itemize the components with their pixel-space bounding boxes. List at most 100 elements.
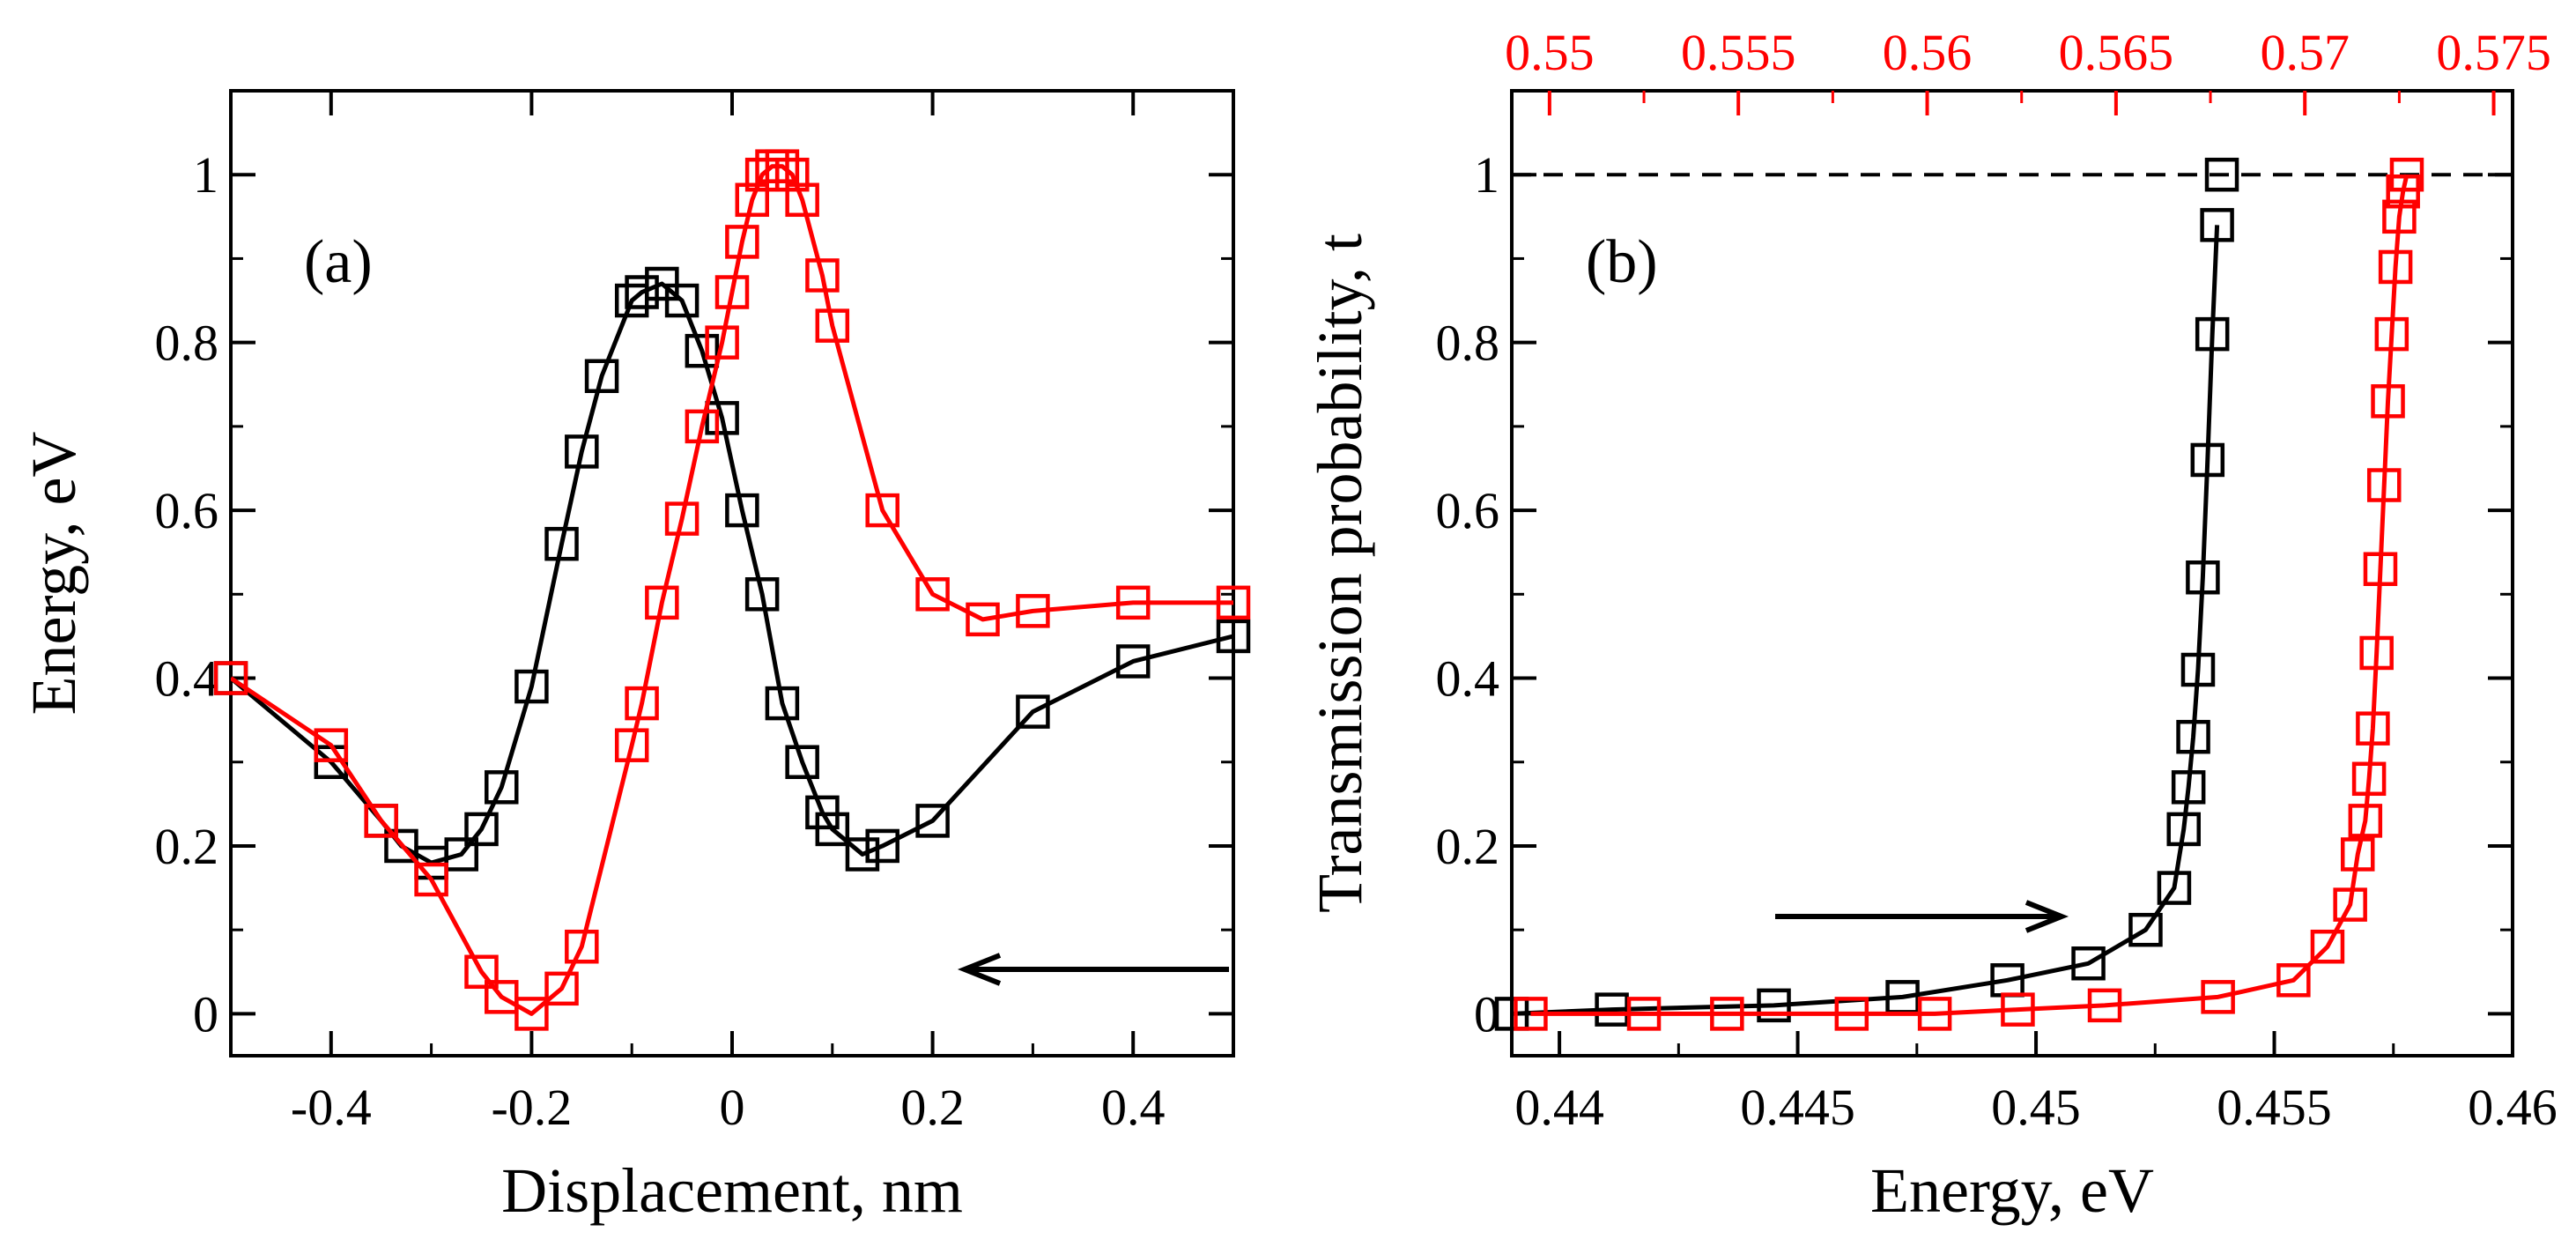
data-point-red: [1626, 997, 1662, 1031]
data-point-red: [765, 149, 800, 183]
data-point-red: [865, 493, 899, 528]
data-point-red: [1917, 997, 1952, 1031]
data-point-black: [2186, 560, 2220, 595]
data-point-red: [1834, 997, 1869, 1031]
data-point-black: [915, 804, 950, 838]
data-point-black: [514, 669, 549, 704]
y-tick-label: 0.6: [1436, 482, 1500, 539]
y-tick-label: 0: [193, 985, 218, 1043]
top-x-tick-label: 0.55: [1505, 24, 1595, 81]
data-point-black: [1757, 988, 1791, 1023]
data-point-black: [1494, 997, 1529, 1031]
data-point-red: [544, 971, 579, 1006]
y-tick-label: 1: [1474, 146, 1499, 204]
data-point-red: [2356, 711, 2390, 746]
y-tick-label: 1: [193, 146, 218, 204]
data-point-red: [785, 182, 819, 218]
top-x-tick-label: 0.56: [1883, 24, 1973, 81]
x-tick-label: 0.46: [2468, 1079, 2557, 1136]
data-point-red: [915, 577, 950, 612]
data-point-red: [725, 225, 759, 259]
x-tick-label: 0.2: [900, 1079, 965, 1136]
data-point-red: [714, 275, 750, 309]
data-point-black: [2166, 812, 2201, 847]
data-point-black-top: [2204, 157, 2239, 192]
top-x-tick-label: 0.575: [2436, 24, 2551, 81]
annotation-arrow-head: [957, 953, 1002, 986]
data-point-black: [785, 745, 819, 779]
x-axis-label: Displacement, nm: [501, 1155, 963, 1226]
panel-b: 0.44 0.445 0.45 0.455 0.4600.20.40.60.810.55…: [1305, 24, 2557, 1226]
data-point-red: [2276, 963, 2311, 998]
data-point-red: [2348, 804, 2383, 838]
data-point-red: [645, 585, 679, 620]
data-point-black: [1016, 694, 1050, 729]
series-line-red: [231, 164, 1233, 1016]
x-tick-label: 0.4: [1101, 1079, 1166, 1136]
x-tick-label: 0.45: [1991, 1079, 2081, 1136]
data-point-red: [664, 501, 700, 536]
data-point-black: [725, 493, 759, 528]
y-tick-label: 0.8: [1436, 315, 1500, 372]
data-point-black: [464, 812, 499, 847]
data-point-black: [1595, 992, 1629, 1027]
data-point-black: [705, 401, 739, 435]
data-point-black: [815, 812, 850, 847]
series-line-red: [1530, 174, 2409, 1016]
data-point-red: [1514, 997, 1548, 1031]
data-point-red: [1016, 594, 1050, 628]
x-tick-label: 0: [720, 1079, 745, 1136]
data-point-red: [2371, 384, 2405, 419]
data-point-black: [2195, 316, 2230, 352]
y-tick-label: 0.8: [155, 315, 219, 372]
data-point-black: [565, 434, 599, 469]
data-point-red: [2001, 992, 2035, 1027]
top-x-tick-label: 0.565: [2059, 24, 2174, 81]
y-tick-label: 0.4: [155, 650, 219, 708]
data-point-red: [213, 661, 248, 695]
annotation-arrow-head: [2025, 900, 2069, 933]
data-point-black: [485, 770, 519, 805]
data-point-red: [2087, 988, 2122, 1023]
x-tick-label: 0.455: [2217, 1079, 2332, 1136]
data-point-red: [1710, 997, 1744, 1031]
data-point-black: [2180, 652, 2216, 687]
x-tick-label: -0.2: [491, 1079, 572, 1136]
data-point-black: [765, 686, 800, 721]
panel-label: (b): [1586, 228, 1658, 296]
series-line-black: [231, 281, 1233, 865]
plot-frame: [229, 89, 1235, 1057]
data-point-red: [966, 602, 1000, 637]
y-tick-label: 0.2: [155, 818, 219, 875]
x-tick-label: 0.44: [1514, 1079, 1604, 1136]
data-point-red: [2366, 468, 2402, 502]
data-point-black: [584, 359, 619, 393]
data-point-red: [2333, 887, 2367, 922]
data-point-red: [614, 728, 649, 762]
data-point-red: [805, 258, 840, 293]
plot-frame: [1510, 89, 2514, 1057]
top-x-tick-label: 0.555: [1681, 24, 1796, 81]
data-point-black: [1115, 644, 1151, 679]
data-point-black: [2071, 946, 2106, 981]
data-point-black: [2176, 719, 2210, 754]
data-point-black: [2190, 442, 2225, 478]
data-point-red: [2389, 157, 2424, 192]
data-point-black: [845, 837, 880, 872]
panel-label: (a): [304, 228, 373, 296]
data-point-red: [2363, 552, 2398, 586]
x-tick-label: 0.445: [1740, 1079, 1855, 1136]
data-point-black: [664, 283, 700, 318]
y-tick-label: 0.2: [1436, 818, 1500, 875]
data-point-red: [2351, 761, 2387, 797]
x-axis-label: Energy, eV: [1870, 1155, 2154, 1226]
data-point-black: [2200, 208, 2234, 242]
data-point-red: [2382, 199, 2417, 234]
y-tick-label: 0.6: [155, 482, 219, 539]
data-point-red: [414, 862, 448, 897]
data-point-red: [2340, 837, 2375, 872]
data-point-red: [775, 157, 810, 192]
data-point-black: [1216, 619, 1251, 654]
data-point-red: [2374, 316, 2409, 352]
